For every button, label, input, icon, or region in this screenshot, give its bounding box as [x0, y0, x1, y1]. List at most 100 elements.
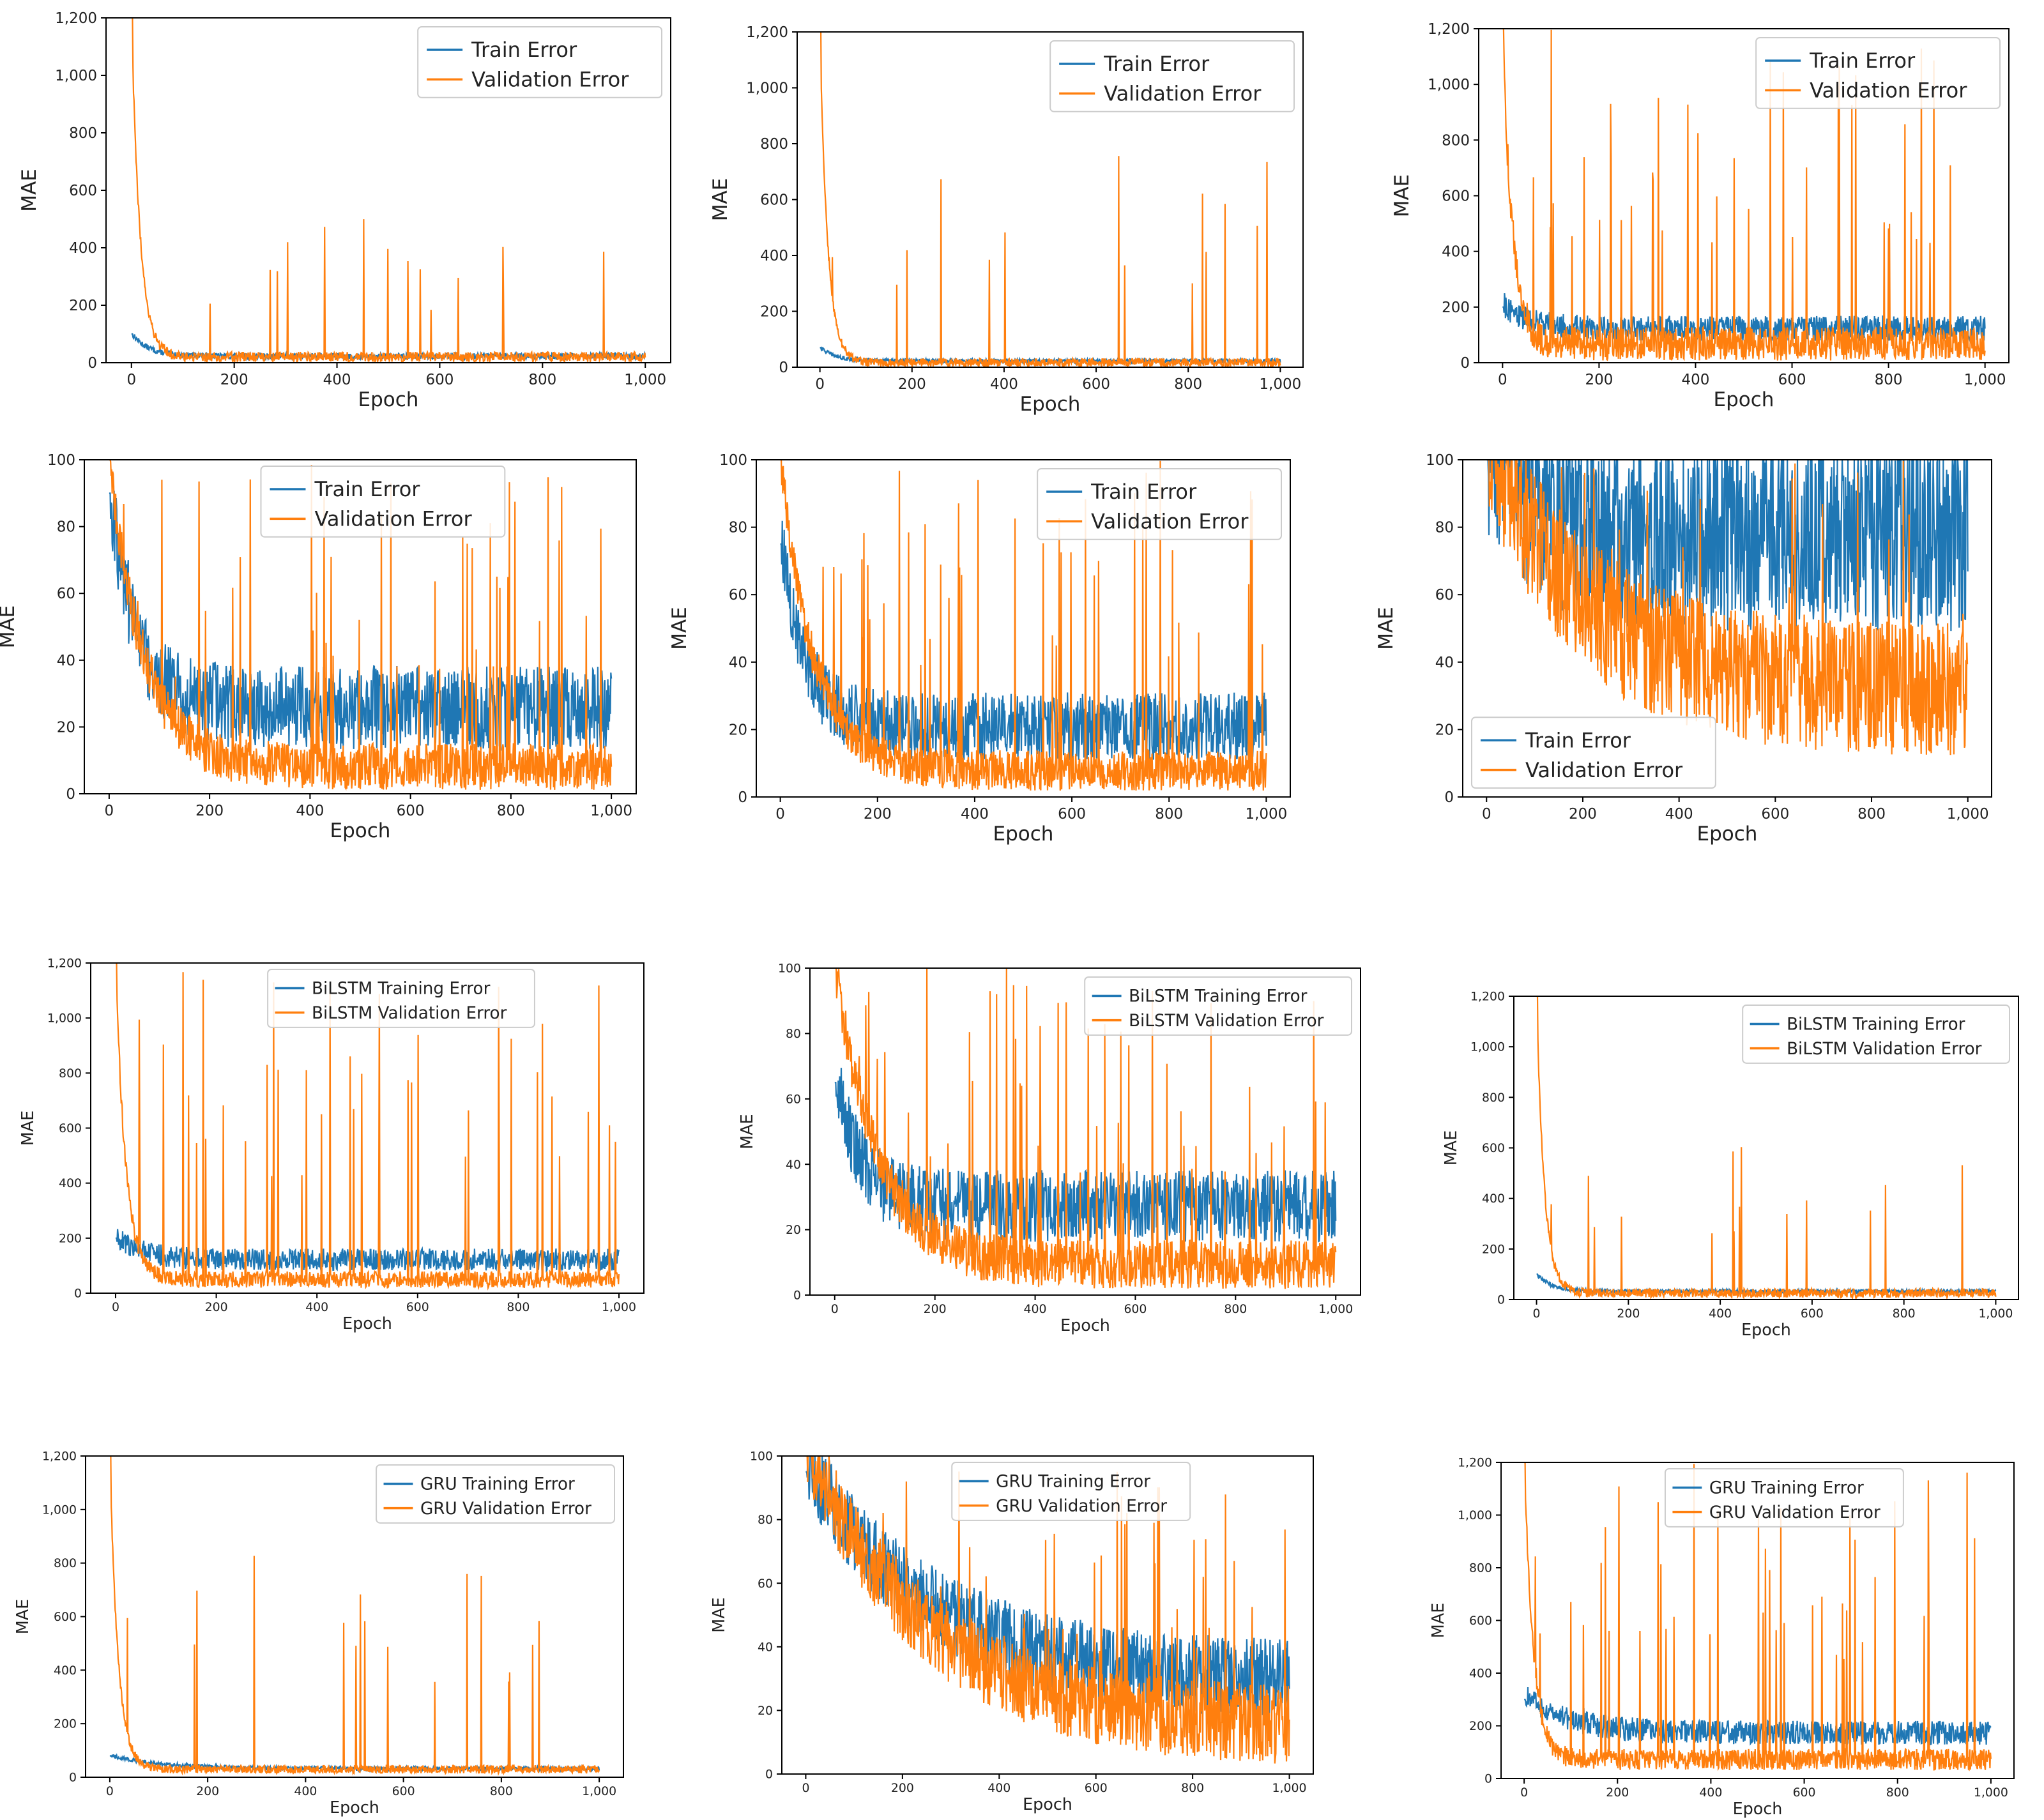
- y-tick-label: 0: [88, 355, 97, 372]
- y-tick-label: 1,000: [746, 80, 788, 97]
- legend-label: Train Error: [1525, 728, 1631, 752]
- x-tick-label: 800: [1886, 1786, 1909, 1800]
- plot-frame: [1462, 459, 1992, 798]
- y-axis-label: MAE: [668, 607, 691, 650]
- legend-box: [260, 466, 506, 538]
- legend: Train Error Validation Error: [1471, 717, 1716, 789]
- y-tick-label: 20: [786, 1223, 801, 1237]
- y-tick-label: 800: [69, 125, 97, 142]
- x-tick-label: 200: [220, 372, 248, 388]
- x-tick-label: 0: [106, 1784, 114, 1798]
- y-tick-label: 20: [758, 1704, 773, 1718]
- chart-panel-2: 0 200 400 600 800 1,000 1,200 0 200 400 600 800 1,00…: [709, 24, 1304, 416]
- x-tick-label: 200: [205, 1300, 228, 1314]
- y-tick-label: 80: [729, 520, 747, 536]
- x-axis-label: Epoch: [1023, 1794, 1072, 1814]
- y-tick-label: 800: [1469, 1561, 1492, 1575]
- y-tick-label: 1,200: [55, 10, 97, 27]
- legend-box: [267, 969, 535, 1028]
- x-tick-label: 0: [105, 803, 114, 819]
- y-tick-label: 1,200: [746, 24, 788, 41]
- y-tick-label: 80: [758, 1513, 773, 1527]
- legend-label: GRU Validation Error: [996, 1497, 1167, 1516]
- y-axis-label: MAE: [0, 605, 19, 649]
- y-tick-label: 0: [1484, 1772, 1492, 1786]
- x-tick-label: 0: [775, 806, 785, 823]
- x-tick-label: 0: [112, 1300, 119, 1314]
- y-tick-label: 0: [793, 1289, 801, 1303]
- series-line-validation: [834, 968, 1337, 1289]
- legend-label: Train Error: [314, 477, 420, 501]
- series-line-validation: [1524, 1462, 1992, 1771]
- x-tick-label: 1,000: [1947, 806, 1989, 823]
- y-tick-label: 400: [69, 240, 97, 257]
- chart-panel-8: 0 20 40 60 80 100 0 200 400 600 800 1,000 Epoch MAE Bi…: [737, 962, 1361, 1335]
- legend-label: Train Error: [471, 38, 577, 62]
- y-axis-label: MAE: [737, 1114, 756, 1149]
- x-tick-label: 0: [815, 376, 825, 393]
- x-tick-label: 800: [497, 803, 525, 819]
- series-line-validation: [116, 963, 620, 1291]
- series-line-train: [780, 520, 1267, 762]
- x-tick-label: 400: [1682, 372, 1710, 388]
- legend: GRU Training Error GRU Validation Error: [951, 1462, 1191, 1521]
- legend-label: BiLSTM Validation Error: [1129, 1012, 1324, 1031]
- x-tick-label: 600: [1124, 1302, 1147, 1316]
- x-tick-label: 400: [323, 372, 351, 388]
- x-axis-label: Epoch: [1741, 1320, 1791, 1339]
- x-tick-label: 0: [1533, 1307, 1541, 1321]
- legend-box: [376, 1464, 616, 1524]
- y-tick-label: 800: [59, 1066, 82, 1081]
- legend-label: Validation Error: [1810, 79, 1967, 103]
- x-tick-label: 1,000: [1259, 376, 1301, 393]
- x-tick-label: 600: [1778, 372, 1806, 388]
- x-tick-label: 1,000: [1245, 806, 1287, 823]
- chart-panel-9: 0 200 400 600 800 1,000 1,200 0 200 400 600 800 1,00…: [1441, 990, 2019, 1339]
- legend-label: BiLSTM Validation Error: [312, 1004, 507, 1023]
- y-tick-label: 1,200: [1428, 21, 1470, 38]
- x-axis-label: Epoch: [1020, 393, 1081, 416]
- series-line-validation: [109, 1456, 600, 1776]
- series-line-validation: [1502, 29, 1986, 361]
- x-tick-label: 200: [864, 806, 892, 823]
- x-tick-label: 600: [425, 372, 454, 388]
- y-tick-label: 200: [1442, 300, 1470, 316]
- series-line-train: [116, 1229, 620, 1273]
- y-tick-label: 200: [59, 1231, 82, 1245]
- x-tick-label: 400: [961, 806, 989, 823]
- x-tick-label: 400: [294, 1784, 317, 1798]
- y-tick-label: 0: [1497, 1293, 1505, 1307]
- y-axis-label: MAE: [1441, 1130, 1460, 1165]
- y-tick-label: 600: [1442, 188, 1470, 205]
- x-tick-label: 200: [898, 376, 926, 393]
- y-tick-label: 200: [69, 298, 97, 314]
- legend-box: [1471, 717, 1716, 789]
- y-tick-label: 60: [758, 1577, 773, 1591]
- y-tick-label: 80: [57, 519, 75, 536]
- legend-label: Validation Error: [314, 507, 472, 531]
- plot-frame: [756, 459, 1291, 798]
- y-tick-label: 400: [54, 1664, 77, 1678]
- y-tick-label: 800: [1482, 1091, 1505, 1105]
- y-tick-label: 40: [57, 653, 75, 669]
- y-axis-label: MAE: [1375, 607, 1398, 650]
- legend-label: Validation Error: [471, 68, 629, 92]
- y-tick-label: 0: [738, 789, 747, 806]
- y-tick-label: 1,000: [47, 1012, 82, 1026]
- legend: BiLSTM Training Error BiLSTM Validation E…: [1084, 976, 1352, 1036]
- chart-panel-11: 0 20 40 60 80 100 0 200 400 600 800 1,000 Epoch MAE GR…: [709, 1450, 1314, 1814]
- y-tick-label: 1,200: [47, 957, 82, 971]
- y-tick-label: 800: [54, 1556, 77, 1570]
- chart-panel-3: 0 200 400 600 800 1,000 1,200 0 200 400 600 800 1,00…: [1391, 21, 2010, 411]
- y-tick-label: 0: [66, 786, 75, 803]
- x-tick-label: 1,000: [1272, 1781, 1307, 1795]
- y-axis-label: MAE: [709, 1597, 728, 1632]
- chart-panel-1: 0 200 400 600 800 1,000 1,200 0 200 400 600 800 1,00…: [18, 10, 671, 411]
- x-tick-label: 600: [397, 803, 425, 819]
- y-tick-label: 600: [54, 1610, 77, 1624]
- x-tick-label: 1,000: [1978, 1307, 2013, 1321]
- x-tick-label: 1,000: [1318, 1302, 1353, 1316]
- y-tick-label: 100: [778, 962, 801, 976]
- plot-frame: [84, 459, 637, 794]
